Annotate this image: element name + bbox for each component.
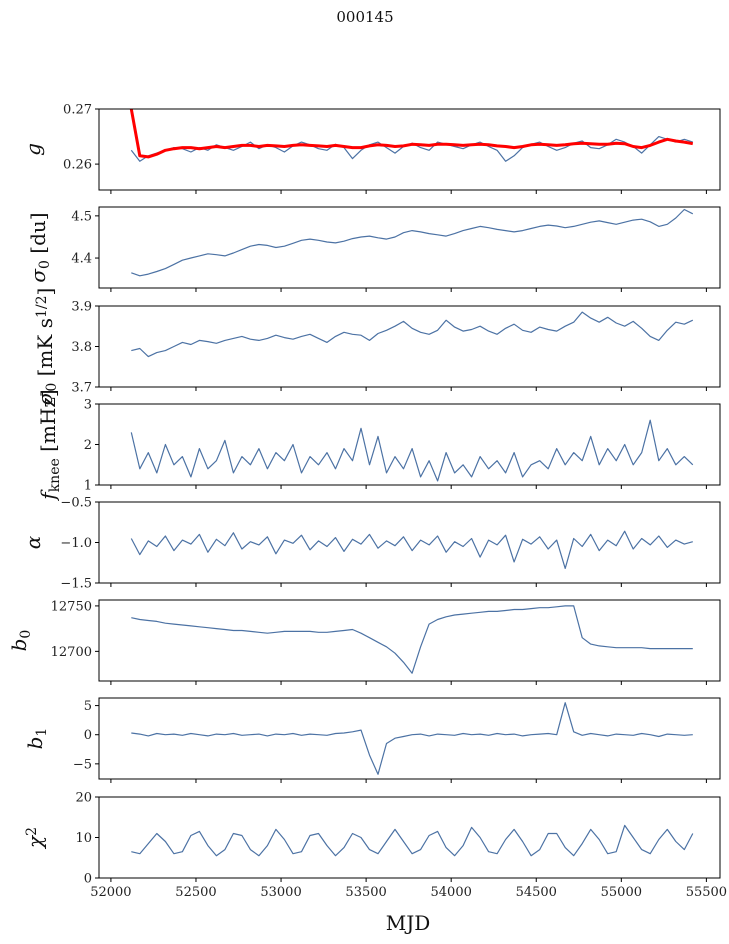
x-axis-label: MJD xyxy=(386,911,431,935)
y-axis-label: α xyxy=(21,535,45,549)
y-label-part: [mHz] xyxy=(36,389,60,458)
figure-title: 000145 xyxy=(336,8,393,26)
y-tick-label: 3 xyxy=(84,398,92,413)
y-label-part: α xyxy=(21,535,45,549)
subplot-2: 3.7 3.8 3.9 σ0 [mK s1/2] xyxy=(33,288,721,406)
subplot-3: 1 2 3 fknee [mHz] xyxy=(36,389,721,502)
y-label-part: 1/2 xyxy=(34,296,50,319)
axes-frame xyxy=(98,206,721,289)
x-tick-label: 54000 xyxy=(431,885,472,900)
y-label-part: 0 xyxy=(37,260,53,269)
y-axis-label: σ0 [du] xyxy=(26,212,53,282)
y-axis-label: χ2 xyxy=(23,827,47,850)
subplot-6: −5 0 5 b1 xyxy=(23,697,721,783)
series-line-b1 xyxy=(131,702,693,775)
axes-frame xyxy=(98,305,721,388)
axes-frame xyxy=(98,599,721,682)
axes-frame xyxy=(98,796,721,879)
series-line-b0 xyxy=(131,605,693,674)
y-label-part: ] xyxy=(33,288,57,296)
series-line-sigma0_mK xyxy=(131,311,694,358)
series-line-chi2 xyxy=(131,824,694,857)
y-axis-label: σ0 [mK s1/2] xyxy=(33,288,60,406)
series-line-alpha xyxy=(130,530,693,570)
y-axis-label: fknee [mHz] xyxy=(36,389,63,501)
y-tick-label: −1.0 xyxy=(60,536,92,551)
y-axis-label: b0 xyxy=(7,630,34,652)
subplot-4: −1.5 −1.0 −0.5 α xyxy=(21,496,721,592)
y-tick-label: 12750 xyxy=(51,599,92,614)
axes-frame xyxy=(98,697,721,780)
y-tick-label: 0 xyxy=(84,728,92,743)
y-label-part: b xyxy=(7,639,31,652)
y-tick-label: −1.5 xyxy=(60,577,92,592)
y-tick-label: 2 xyxy=(84,438,92,453)
series-line-g-fit xyxy=(129,108,694,159)
y-label-part: 0 xyxy=(44,383,60,392)
x-tick-label: 53000 xyxy=(260,885,301,900)
subplot-7: 0 10 20 52000 52500 53000 53500 54000 54500 55000… xyxy=(23,791,727,901)
axes-frame xyxy=(98,108,721,191)
y-label-part: [du] xyxy=(26,212,50,260)
y-tick-label: −0.5 xyxy=(60,496,92,511)
y-label-part: χ xyxy=(23,834,47,850)
y-label-part: knee xyxy=(47,458,63,492)
series-line-g xyxy=(130,136,693,162)
y-tick-label: 1 xyxy=(84,479,92,494)
y-tick-label: 10 xyxy=(75,831,92,846)
series-line-fknee xyxy=(130,419,694,482)
y-tick-label: 4.4 xyxy=(71,252,92,267)
x-tick-label: 52000 xyxy=(90,885,131,900)
subplot-1: 4.4 4.5 σ0 [du] xyxy=(26,206,721,292)
y-label-part: σ xyxy=(26,268,50,283)
y-axis-label: g xyxy=(21,143,45,156)
y-label-part: [mK s xyxy=(33,318,57,383)
y-tick-label: 3.7 xyxy=(71,381,92,396)
y-label-part: σ xyxy=(33,390,57,405)
y-tick-label: −5 xyxy=(73,757,92,772)
y-label-part: 2 xyxy=(24,827,40,836)
y-tick-label: 20 xyxy=(75,791,92,806)
subplot-5: 12700 12750 b0 xyxy=(7,599,721,685)
y-tick-label: 3.9 xyxy=(71,300,92,315)
y-label-part: g xyxy=(21,143,45,156)
y-tick-label: 0 xyxy=(84,872,92,887)
y-label-part: 1 xyxy=(34,728,50,737)
y-label-part: 0 xyxy=(18,630,34,639)
x-tick-label: 55000 xyxy=(601,885,642,900)
y-tick-label: 0.26 xyxy=(63,158,92,173)
y-axis-label: b1 xyxy=(23,728,50,750)
x-tick-label: 54500 xyxy=(516,885,557,900)
x-tick-label: 55500 xyxy=(686,885,727,900)
x-tick-label: 53500 xyxy=(345,885,386,900)
x-tick-label: 52500 xyxy=(175,885,216,900)
y-tick-label: 3.8 xyxy=(71,340,92,355)
series-line-sigma0_du xyxy=(131,208,694,277)
y-tick-label: 5 xyxy=(84,699,92,714)
y-tick-label: 0.27 xyxy=(63,103,92,118)
y-label-part: b xyxy=(23,737,47,750)
y-tick-label: 4.5 xyxy=(71,209,92,224)
subplot-0: 0.26 0.27 g xyxy=(21,103,721,194)
y-tick-label: 12700 xyxy=(51,645,92,660)
